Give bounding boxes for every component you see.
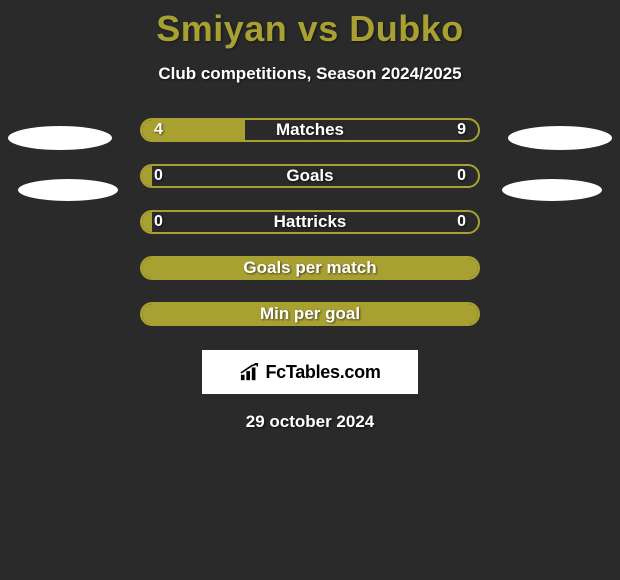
- stat-label: Hattricks: [274, 212, 347, 232]
- stat-label: Goals per match: [243, 258, 376, 278]
- player-marker-right-1: [508, 126, 612, 150]
- bar-fill-left: [142, 212, 152, 232]
- player-marker-left-1: [8, 126, 112, 150]
- stat-label: Min per goal: [260, 304, 360, 324]
- stat-value-left: 0: [154, 213, 163, 231]
- stat-row: Hattricks 0 0: [140, 210, 480, 234]
- stat-row: Goals 0 0: [140, 164, 480, 188]
- player-marker-left-2: [18, 179, 118, 201]
- stat-bar: Hattricks 0 0: [140, 210, 480, 234]
- badge-inner: FcTables.com: [239, 362, 380, 383]
- stats-list: Matches 4 9 Goals 0 0 Hattricks 0 0 Goals per mat…: [140, 118, 480, 348]
- source-badge[interactable]: FcTables.com: [202, 350, 418, 394]
- bar-fill-left: [142, 166, 152, 186]
- chart-icon: [239, 362, 261, 382]
- stat-label: Goals: [286, 166, 333, 186]
- stat-label: Matches: [276, 120, 344, 140]
- stat-value-left: 4: [154, 121, 163, 139]
- stat-value-right: 0: [457, 213, 466, 231]
- stat-value-right: 9: [457, 121, 466, 139]
- date-text: 29 october 2024: [246, 412, 375, 432]
- chart-container: Smiyan vs Dubko Club competitions, Seaso…: [0, 0, 620, 580]
- stat-bar: Goals per match: [140, 256, 480, 280]
- stat-row: Min per goal: [140, 302, 480, 326]
- stat-value-left: 0: [154, 167, 163, 185]
- stat-bar: Min per goal: [140, 302, 480, 326]
- stat-bar: Goals 0 0: [140, 164, 480, 188]
- subtitle: Club competitions, Season 2024/2025: [158, 64, 461, 84]
- stat-row: Matches 4 9: [140, 118, 480, 142]
- page-title: Smiyan vs Dubko: [156, 8, 464, 50]
- stat-row: Goals per match: [140, 256, 480, 280]
- player-marker-right-2: [502, 179, 602, 201]
- badge-text: FcTables.com: [265, 362, 380, 383]
- stat-value-right: 0: [457, 167, 466, 185]
- stat-bar: Matches 4 9: [140, 118, 480, 142]
